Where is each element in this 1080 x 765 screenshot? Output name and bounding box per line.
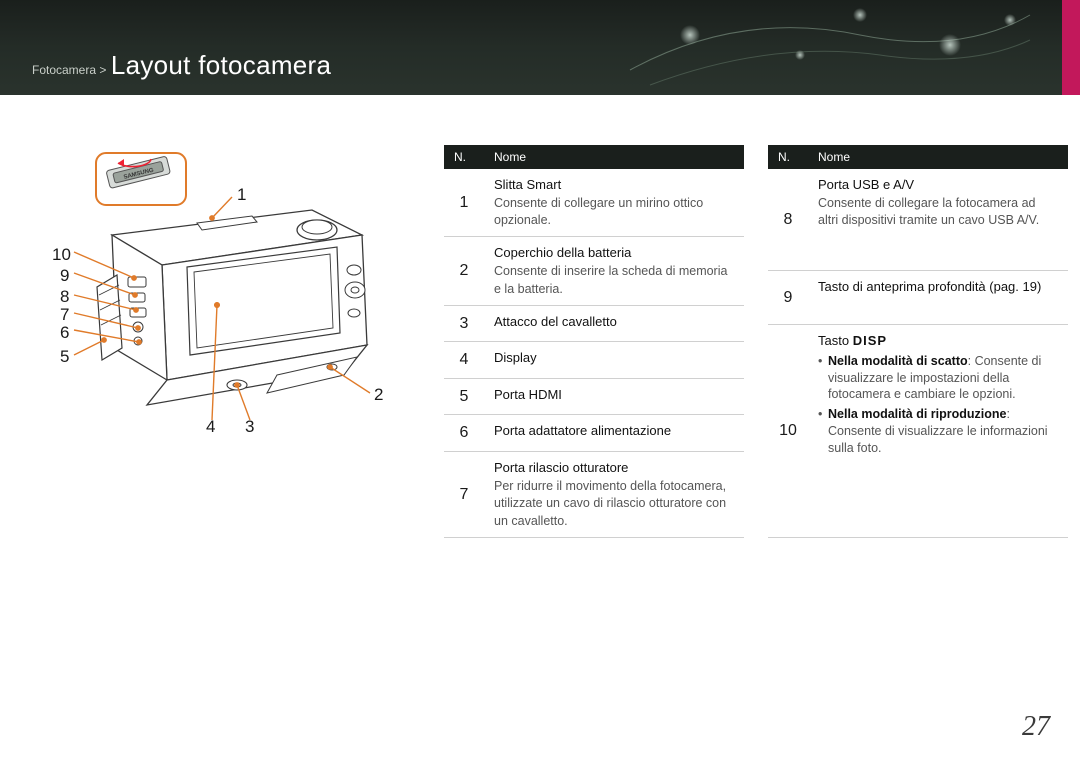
header-swirl-decoration	[620, 0, 1040, 95]
row-title: Porta rilascio otturatore	[494, 460, 628, 475]
row-title: Porta USB e A/V	[818, 177, 914, 192]
row-title: Display	[494, 350, 537, 365]
table-row: 8 Porta USB e A/VConsente di collegare l…	[768, 169, 1068, 270]
table-row: 6 Porta adattatore alimentazione	[444, 415, 744, 452]
list-item: Nella modalità di riproduzione: Consente…	[818, 406, 1058, 457]
content-area: SAMSUNG	[32, 145, 1048, 538]
callout-4: 4	[206, 417, 215, 437]
parts-table-right: N. Nome 8 Porta USB e A/VConsente di col…	[768, 145, 1068, 538]
row-desc: Consente di collegare un mirino ottico o…	[494, 196, 703, 228]
th-name: Nome	[808, 145, 1068, 169]
th-name: Nome	[484, 145, 744, 169]
th-num: N.	[768, 145, 808, 169]
table-row: 1 Slitta SmartConsente di collegare un m…	[444, 169, 744, 237]
page-number: 27	[1022, 711, 1050, 743]
th-num: N.	[444, 145, 484, 169]
callout-2: 2	[374, 385, 383, 405]
callout-3: 3	[245, 417, 254, 437]
table-row: 3 Attacco del cavalletto	[444, 305, 744, 342]
camera-line-art: SAMSUNG	[32, 145, 414, 465]
row-desc: Consente di collegare la fotocamera ad a…	[818, 196, 1039, 228]
callout-1: 1	[237, 185, 246, 205]
row-title: Porta HDMI	[494, 387, 562, 402]
list-item: Nella modalità di scatto: Consente di vi…	[818, 353, 1058, 404]
tables-area: N. Nome 1 Slitta SmartConsente di colleg…	[444, 145, 1068, 538]
callout-5: 5	[60, 347, 69, 367]
table-row: 10 Tasto DISP Nella modalità di scatto: …	[768, 325, 1068, 538]
row-title: Tasto di anteprima profondità (pag. 19)	[818, 279, 1041, 294]
accent-bar	[1062, 0, 1080, 95]
row-desc: Per ridurre il movimento della fotocamer…	[494, 479, 726, 529]
callout-7: 7	[60, 305, 69, 325]
table-row: 2 Coperchio della batteriaConsente di in…	[444, 237, 744, 305]
row-title: Attacco del cavalletto	[494, 314, 617, 329]
table-row: 7 Porta rilascio otturatorePer ridurre i…	[444, 451, 744, 537]
table-row: 5 Porta HDMI	[444, 378, 744, 415]
row-desc: Consente di inserire la scheda di memori…	[494, 264, 727, 296]
callout-10: 10	[52, 245, 71, 265]
header-band: Fotocamera > Layout fotocamera	[0, 0, 1080, 95]
callout-8: 8	[60, 287, 69, 307]
table-row: 9 Tasto di anteprima profondità (pag. 19…	[768, 270, 1068, 325]
callout-9: 9	[60, 266, 69, 286]
camera-diagram: SAMSUNG	[32, 145, 414, 465]
row-title: Tasto DISP	[818, 333, 887, 348]
callout-6: 6	[60, 323, 69, 343]
parts-table-left: N. Nome 1 Slitta SmartConsente di colleg…	[444, 145, 744, 538]
table-row: 4 Display	[444, 342, 744, 379]
row-title: Coperchio della batteria	[494, 245, 631, 260]
bullet-list: Nella modalità di scatto: Consente di vi…	[818, 353, 1058, 457]
row-title: Slitta Smart	[494, 177, 561, 192]
page-title: Layout fotocamera	[111, 50, 331, 80]
row-title: Porta adattatore alimentazione	[494, 423, 671, 438]
disp-icon: DISP	[853, 333, 887, 348]
breadcrumb: Fotocamera >	[32, 63, 106, 77]
